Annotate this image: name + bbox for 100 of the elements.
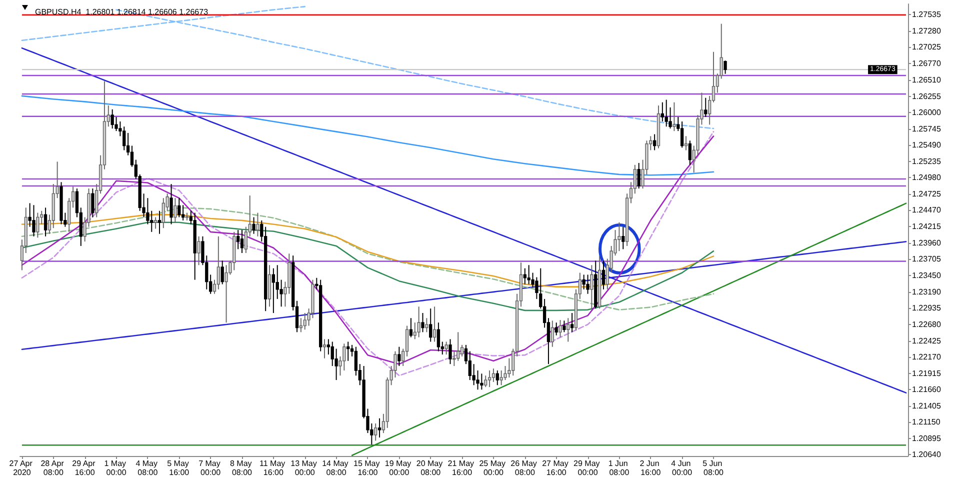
candlestick — [672, 102, 676, 132]
candlestick — [480, 373, 484, 390]
candlestick — [178, 198, 181, 218]
candlestick — [276, 264, 279, 300]
candlestick — [566, 318, 570, 342]
candlestick — [244, 226, 248, 254]
candlestick — [413, 322, 416, 340]
candlestick — [342, 343, 346, 371]
x-tick-label: 26 May 08:00 — [510, 459, 540, 477]
candlestick — [496, 370, 499, 386]
y-tick-label: 1.25235 — [912, 156, 942, 166]
candlestick — [303, 312, 306, 330]
candlestick — [240, 230, 244, 254]
candlestick — [460, 344, 464, 357]
y-tick-label: 1.22935 — [912, 304, 942, 313]
candlestick — [448, 338, 452, 365]
y-tick-label: 1.26000 — [912, 108, 942, 118]
candlestick — [527, 264, 530, 285]
candlestick — [432, 306, 436, 342]
y-tick-label: 1.24470 — [912, 206, 942, 215]
candlestick — [417, 306, 420, 338]
y-tick-label: 1.24980 — [912, 173, 942, 182]
candlestick — [216, 236, 220, 290]
candlestick — [398, 346, 401, 366]
candlestick — [236, 230, 240, 250]
candlestick — [322, 338, 326, 359]
line-series — [21, 47, 907, 394]
candlestick — [122, 126, 126, 151]
candlestick — [421, 312, 424, 333]
x-tick-label: 1 Jun 08:00 — [608, 459, 630, 477]
candlestick — [488, 370, 492, 388]
candlestick — [256, 212, 260, 237]
y-tick-label: 1.24215 — [912, 222, 942, 231]
candlestick — [602, 260, 606, 290]
line-series — [21, 95, 714, 176]
candlestick — [154, 216, 158, 230]
candlestick — [633, 164, 636, 194]
y-tick-label: 1.20895 — [912, 434, 942, 443]
candlestick — [680, 120, 684, 148]
candlestick — [554, 322, 558, 336]
candlestick — [688, 140, 692, 166]
candlestick — [197, 236, 200, 266]
candlestick — [220, 260, 224, 285]
y-tick-label: 1.24725 — [912, 189, 942, 198]
y-tick-label: 1.26770 — [912, 58, 942, 68]
candlestick — [44, 207, 48, 237]
x-tick-label: 4 Jun 00:00 — [671, 459, 693, 477]
candlestick — [346, 341, 350, 362]
y-tick-label: 1.26510 — [912, 75, 942, 84]
y-tick-label: 1.21150 — [912, 418, 941, 427]
candlestick — [484, 375, 488, 388]
candlestick — [91, 188, 94, 218]
candlestick — [429, 308, 432, 342]
candlestick — [622, 226, 625, 250]
x-tick-label: 21 May 16:00 — [448, 459, 476, 477]
candlestick — [354, 346, 358, 376]
candlestick — [158, 210, 162, 234]
candlestick — [378, 418, 382, 438]
candlestick — [224, 264, 228, 324]
candlestick — [582, 274, 586, 290]
candlestick — [299, 318, 303, 333]
candlestick — [36, 212, 40, 238]
candlestick — [590, 264, 594, 310]
candlestick — [436, 322, 440, 352]
candlestick — [150, 210, 154, 232]
x-tick-label: 19 May 00:00 — [384, 459, 414, 477]
x-tick-label: 27 Apr 2020 — [9, 459, 35, 477]
candlestick — [652, 134, 656, 151]
y-tick-label: 1.21915 — [912, 368, 942, 378]
candlestick — [374, 422, 378, 442]
candlestick — [409, 318, 413, 338]
y-tick-label: 1.23190 — [912, 287, 942, 296]
candlestick — [523, 268, 526, 285]
y-tick-label: 1.21660 — [912, 385, 942, 394]
candlestick — [664, 99, 668, 128]
candlestick — [570, 312, 574, 333]
y-tick-label: 1.23705 — [912, 254, 942, 264]
candlestick — [456, 332, 460, 362]
x-tick-label: 1 May 00:00 — [104, 459, 128, 477]
x-tick-label: 15 May 16:00 — [354, 459, 382, 477]
candlestick — [425, 318, 428, 333]
candlestick — [181, 204, 185, 221]
x-tick-label: 29 May 00:00 — [574, 459, 602, 477]
y-tick-label: 1.26255 — [912, 92, 942, 101]
y-tick-label: 1.22425 — [912, 336, 942, 346]
y-tick-label: 1.25490 — [912, 140, 942, 150]
x-tick-label: 11 May 16:00 — [259, 459, 288, 477]
candlestick — [330, 341, 334, 366]
y-tick-label: 1.27280 — [912, 26, 942, 36]
x-tick-label: 14 May 08:00 — [322, 459, 351, 477]
y-tick-label: 1.22170 — [912, 352, 942, 362]
candlestick — [252, 216, 256, 234]
x-tick-label: 5 Jun 08:00 — [702, 459, 724, 477]
y-tick-label: 1.21405 — [912, 401, 942, 410]
y-tick-label: 1.27535 — [912, 10, 942, 20]
candlestick — [618, 222, 621, 252]
x-tick-label: 27 May 16:00 — [542, 459, 571, 477]
x-tick-label: 25 May 00:00 — [479, 459, 508, 477]
candlestick — [684, 136, 688, 151]
x-tick-label: 28 Apr 08:00 — [40, 459, 66, 477]
